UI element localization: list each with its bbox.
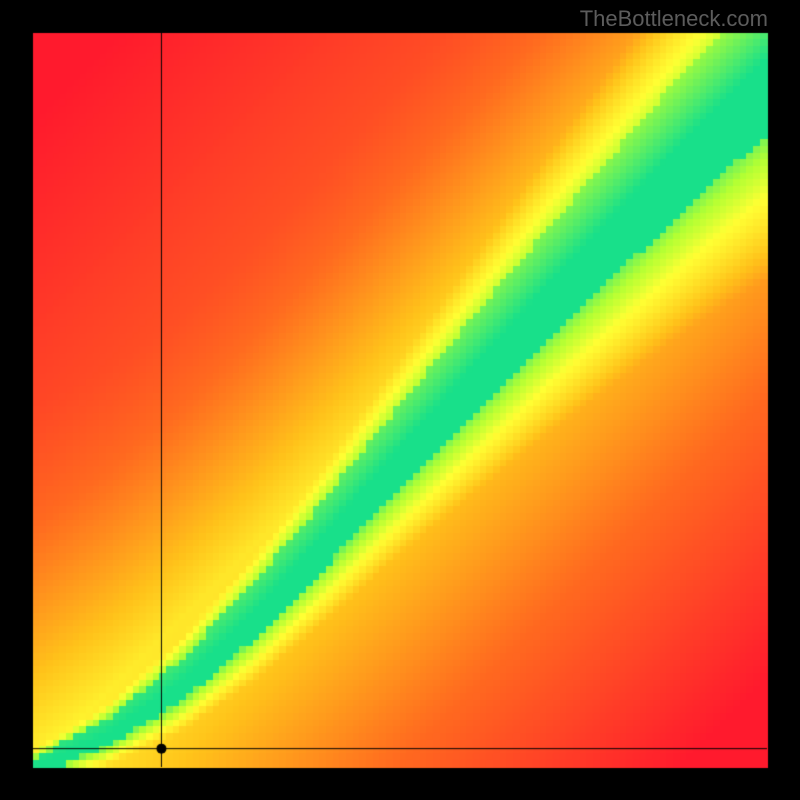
watermark-text: TheBottleneck.com: [580, 6, 768, 32]
heatmap-canvas: [0, 0, 800, 800]
chart-container: TheBottleneck.com: [0, 0, 800, 800]
